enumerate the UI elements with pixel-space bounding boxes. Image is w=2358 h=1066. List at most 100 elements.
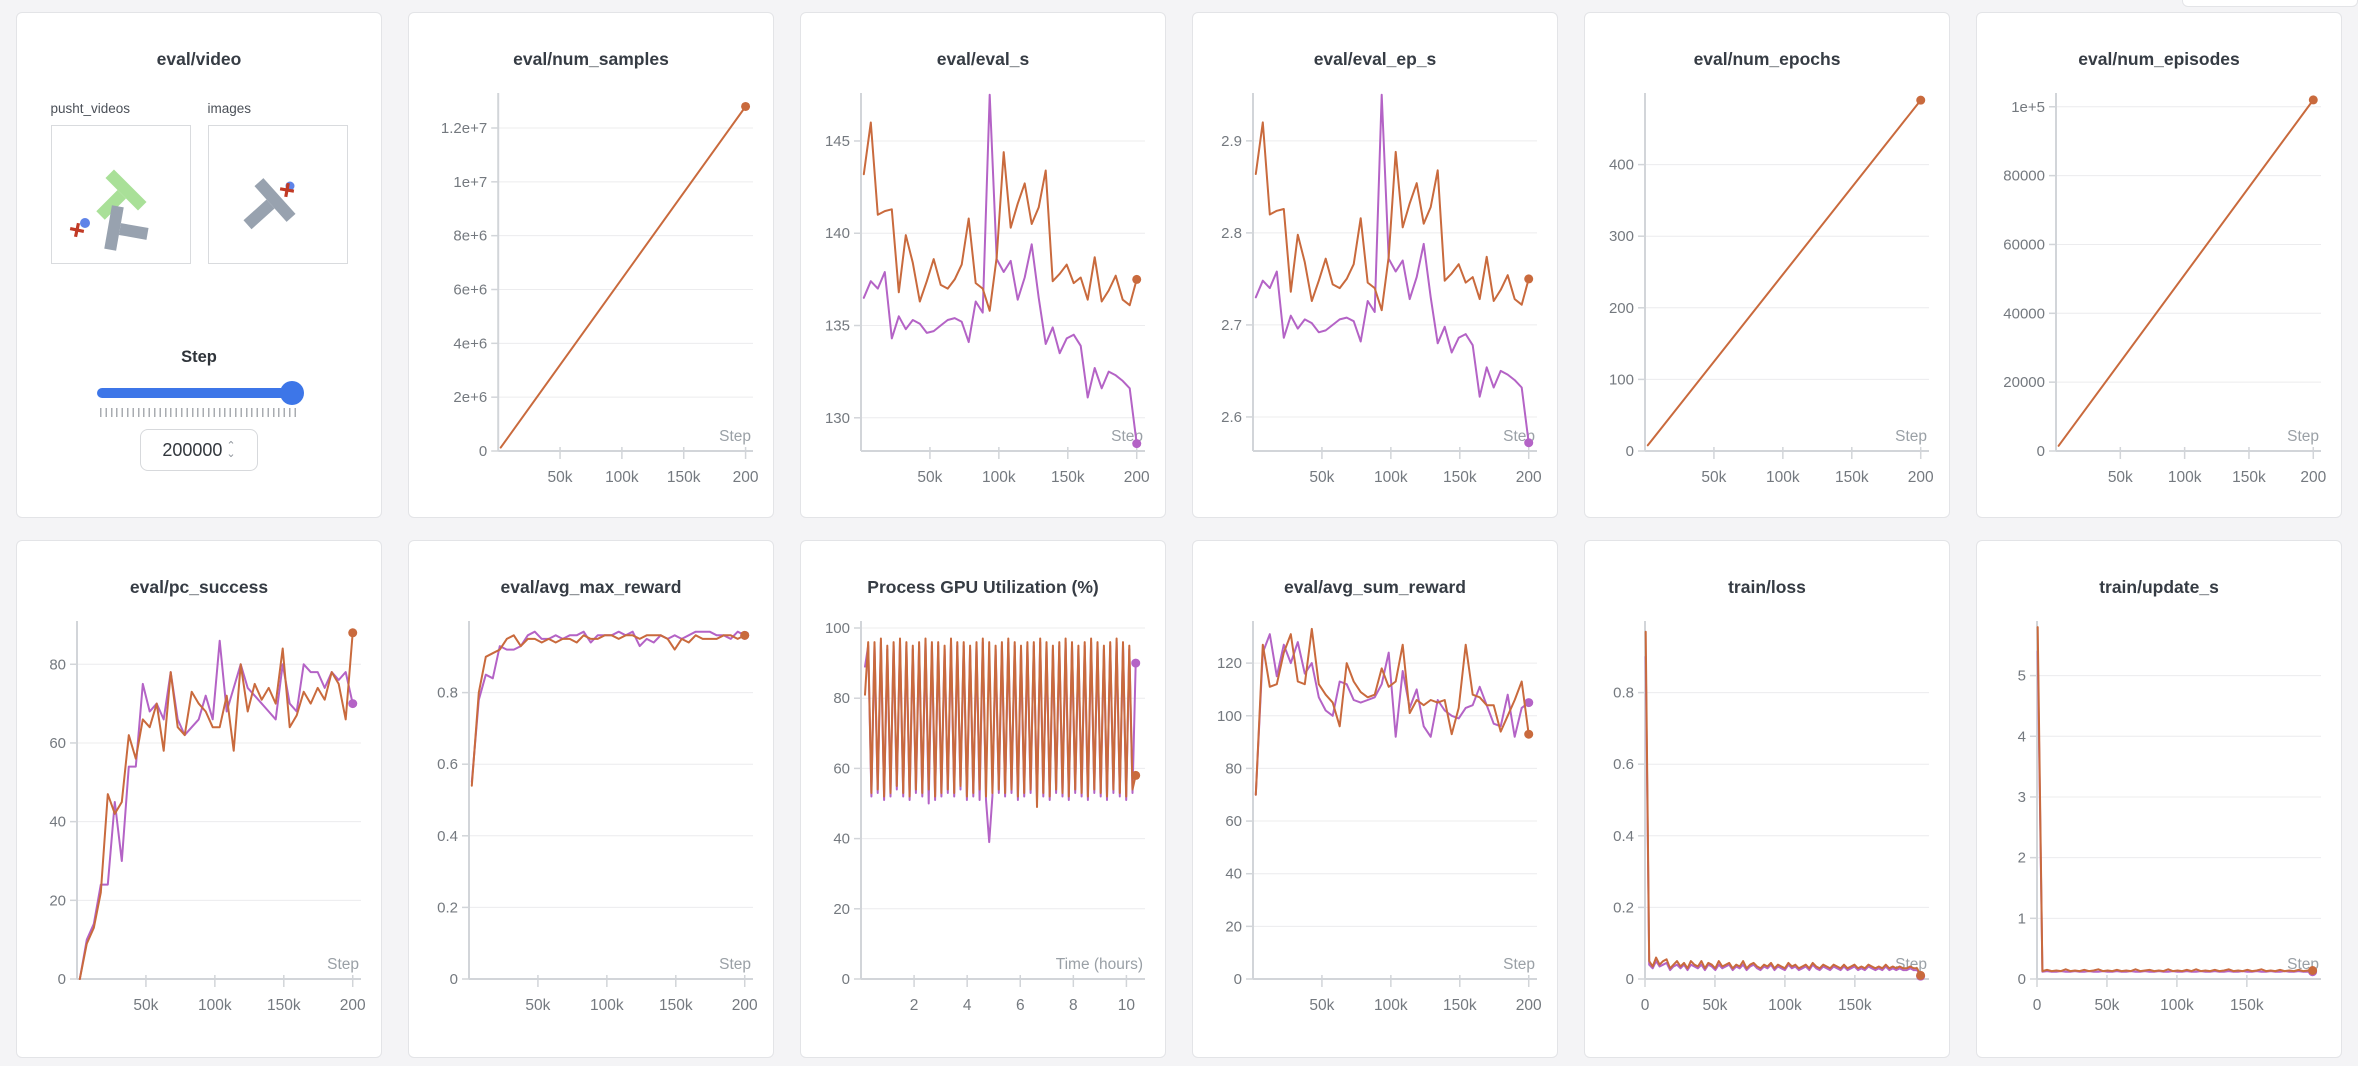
x-tick-label: 200 [1124, 469, 1150, 486]
y-tick-label: 80 [1225, 760, 1242, 777]
y-tick-label: 60 [49, 735, 66, 752]
step-input-value[interactable]: 200000 [162, 439, 223, 460]
x-tick-label: 0 [1641, 997, 1650, 1014]
y-tick-label: 0 [1626, 443, 1634, 460]
y-tick-label: 2.7 [1221, 317, 1242, 334]
series-orange-end-dot [1916, 970, 1926, 980]
chart-canvas-eval-num-episodes[interactable]: 0 20000 40000 60000 80000 1e+5 50k 100k 150k 200 S… [1979, 83, 2339, 513]
chart-canvas-eval-pc-success[interactable]: 0 20 40 60 80 50k 100k 150k 200 Step [19, 611, 379, 1041]
chart-canvas-eval-avg-sum-reward[interactable]: 0 20 40 60 80 100 120 50k 100k 150k 200 Step [1195, 611, 1555, 1041]
panel-train-loss: train/loss 0 0.2 0.4 0.6 0.8 0 50k 100k 150k Step [1584, 540, 1950, 1058]
panel-eval-video: eval/video pusht_videos [16, 12, 382, 518]
x-tick-label: 200 [1516, 997, 1542, 1014]
slider-track[interactable] [96, 388, 302, 398]
series-orange-line [862, 121, 1138, 312]
series-purple-line [1254, 93, 1530, 444]
series-orange-line [1254, 627, 1530, 796]
chart-title-process-gpu-utilization: Process GPU Utilization (%) [867, 577, 1099, 597]
x-tick-label: 8 [1069, 997, 1078, 1014]
x-tick-label: 200 [2300, 469, 2326, 486]
series-purple-end-dot [1524, 438, 1534, 448]
x-tick-label: 50k [133, 997, 158, 1014]
chart-canvas-train-loss[interactable]: 0 0.2 0.4 0.6 0.8 0 50k 100k 150k Step [1587, 611, 1947, 1041]
y-tick-label: 2.8 [1221, 225, 1242, 242]
series-orange-end-dot [1132, 274, 1142, 284]
stepper-arrows-icon[interactable]: ⌃ ⌄ [226, 439, 236, 460]
x-axis-label: Step [327, 956, 359, 973]
panel-train-update-s: train/update_s 0 1 2 3 4 5 0 50k 100k 150k Step [1976, 540, 2342, 1058]
series-orange-line [1644, 630, 1922, 977]
x-tick-label: 200 [1516, 469, 1542, 486]
chart-title-eval-num-samples: eval/num_samples [513, 49, 669, 69]
video-thumbnail-pusht-videos[interactable] [50, 125, 191, 264]
chart-title-eval-pc-success: eval/pc_success [129, 577, 269, 597]
y-tick-label: 2.6 [1221, 409, 1242, 426]
series-orange-end-dot [1524, 274, 1534, 284]
y-tick-label: 3 [2018, 789, 2026, 806]
chart-canvas-process-gpu-utilization[interactable]: 0 20 40 60 80 100 2 4 6 8 10 Time (hours) [803, 611, 1163, 1041]
pusht-scene-icon [69, 169, 149, 251]
y-tick-label: 60000 [2003, 236, 2045, 253]
panel-eval-num-episodes: eval/num_episodes 0 20000 40000 60000 80000 1e… [1976, 12, 2342, 518]
panel-eval-avg-sum-reward: eval/avg_sum_reward 0 20 40 60 80 100 120 50k 100… [1192, 540, 1558, 1058]
y-tick-label: 0 [842, 971, 850, 988]
chart-title-eval-eval-s: eval/eval_s [936, 49, 1030, 69]
x-tick-label: 200 [340, 997, 366, 1014]
x-tick-label: 50k [1701, 469, 1726, 486]
series-purple-line [470, 630, 746, 784]
x-tick-label: 100k [2160, 997, 2194, 1014]
y-tick-label: 0.6 [1613, 756, 1634, 773]
chart-canvas-eval-num-samples[interactable]: 0 2e+6 4e+6 6e+6 8e+6 1e+7 1.2e+7 50k 100k 150k 20… [411, 83, 771, 513]
series-orange-line [864, 637, 1137, 808]
panel-eval-num-samples: eval/num_samples 0 2e+6 4e+6 6e+6 8e+6 1e+7 1.2… [408, 12, 774, 518]
series-purple-line [78, 639, 354, 980]
chart-title-eval-avg-max-reward: eval/avg_max_reward [500, 577, 682, 597]
x-axis-label: Step [719, 428, 751, 445]
x-axis-label: Step [1895, 428, 1927, 445]
series-purple-line [2036, 650, 2314, 973]
panel-eval-pc-success: eval/pc_success 0 20 40 60 80 50k 100k 150k 200 St… [16, 540, 382, 1058]
x-axis-label: Step [719, 956, 751, 973]
chart-canvas-eval-num-epochs[interactable]: 0 100 200 300 400 50k 100k 150k 200 Step [1587, 83, 1947, 513]
series-orange-end-dot [2308, 95, 2318, 105]
series-orange-end-dot [2308, 966, 2318, 976]
x-tick-label: 50k [1309, 997, 1334, 1014]
x-tick-label: 100k [1766, 469, 1800, 486]
y-tick-label: 40000 [2003, 305, 2045, 322]
step-input[interactable]: 200000 ⌃ ⌄ [140, 429, 258, 471]
series-purple-end-dot [1131, 658, 1141, 668]
media-label-pusht-videos: pusht_videos [50, 101, 131, 116]
x-tick-label: 4 [963, 997, 972, 1014]
x-tick-label: 6 [1016, 997, 1025, 1014]
step-slider[interactable] [96, 381, 304, 405]
x-tick-label: 150k [2230, 997, 2264, 1014]
series-orange-end-dot [1524, 729, 1534, 739]
series-purple-line [1254, 633, 1530, 796]
y-tick-label: 60 [1225, 813, 1242, 830]
x-tick-label: 150k [667, 469, 701, 486]
x-tick-label: 100k [605, 469, 639, 486]
x-tick-label: 50k [1309, 469, 1334, 486]
x-tick-label: 150k [1443, 997, 1477, 1014]
chart-canvas-eval-avg-max-reward[interactable]: 0 0.2 0.4 0.6 0.8 50k 100k 150k 200 Step [411, 611, 771, 1041]
y-tick-label: 20 [49, 892, 66, 909]
y-tick-label: 20000 [2003, 374, 2045, 391]
y-tick-label: 0 [1626, 971, 1634, 988]
chart-title-eval-eval-ep-s: eval/eval_ep_s [1313, 49, 1437, 69]
y-tick-label: 130 [825, 410, 850, 427]
y-tick-label: 1.2e+7 [441, 120, 487, 137]
chart-title-eval-num-epochs: eval/num_epochs [1693, 49, 1841, 69]
y-tick-label: 300 [1609, 228, 1634, 245]
x-tick-label: 150k [267, 997, 301, 1014]
series-purple-end-dot [348, 699, 358, 709]
media-label-images: images [207, 101, 252, 116]
x-tick-label: 50k [548, 469, 573, 486]
y-tick-label: 0 [58, 971, 66, 988]
series-orange-end-dot [1916, 95, 1926, 105]
chart-title-train-loss: train/loss [1728, 577, 1806, 597]
video-thumbnail-images[interactable] [207, 125, 348, 264]
slider-thumb[interactable] [279, 381, 304, 405]
